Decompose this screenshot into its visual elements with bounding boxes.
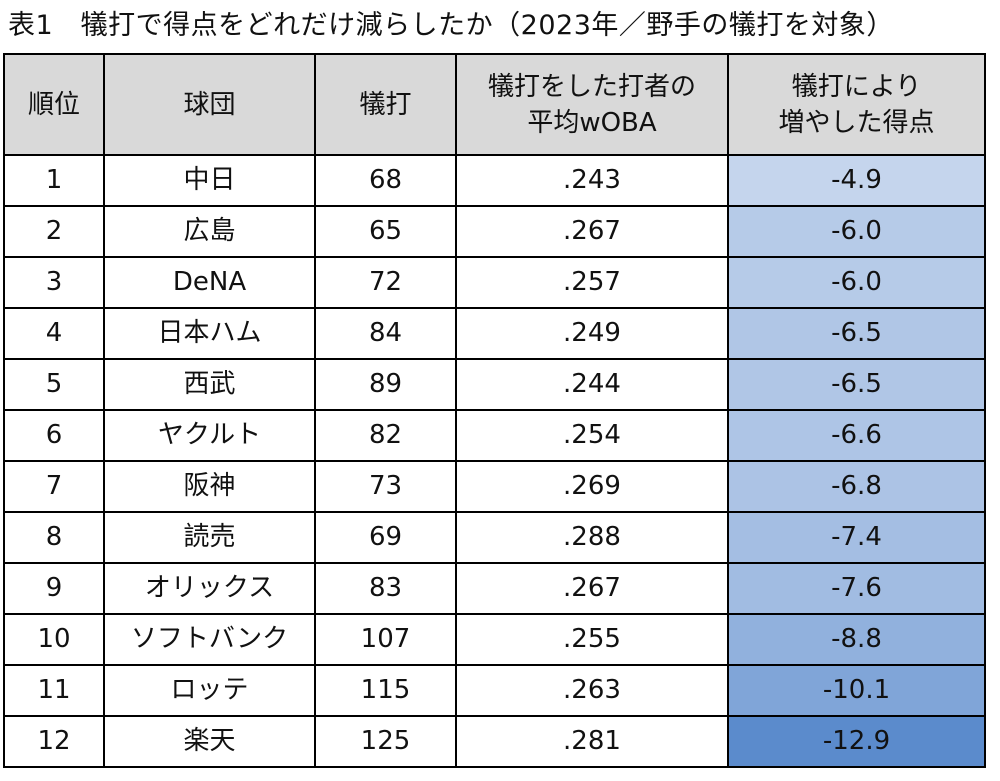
cell-sacrifice-bunts: 73 xyxy=(314,460,457,513)
cell-sacrifice-bunts: 125 xyxy=(314,715,457,768)
cell-team: 日本ハム xyxy=(103,307,316,360)
header-runs-added: 犠打により 増やした得点 xyxy=(727,53,986,156)
cell-runs-added: -6.5 xyxy=(727,358,986,411)
cell-team: オリックス xyxy=(103,562,316,615)
cell-runs-added: -6.8 xyxy=(727,460,986,513)
cell-sacrifice-bunts: 69 xyxy=(314,511,457,564)
cell-sacrifice-bunts: 65 xyxy=(314,205,457,258)
cell-sacrifice-bunts: 83 xyxy=(314,562,457,615)
cell-average-woba: .257 xyxy=(455,256,729,309)
cell-rank: 3 xyxy=(3,256,105,309)
cell-rank: 10 xyxy=(3,613,105,666)
table-row: 11 ロッテ 115 .263 -10.1 xyxy=(3,664,986,717)
table-row: 5 西武 89 .244 -6.5 xyxy=(3,358,986,411)
cell-runs-added: -6.5 xyxy=(727,307,986,360)
cell-team: ヤクルト xyxy=(103,409,316,462)
cell-team: ロッテ xyxy=(103,664,316,717)
table-row: 9 オリックス 83 .267 -7.6 xyxy=(3,562,986,615)
header-sacrifice-bunts: 犠打 xyxy=(314,53,457,156)
cell-team: 阪神 xyxy=(103,460,316,513)
cell-team: ソフトバンク xyxy=(103,613,316,666)
cell-team: 西武 xyxy=(103,358,316,411)
cell-average-woba: .244 xyxy=(455,358,729,411)
cell-sacrifice-bunts: 84 xyxy=(314,307,457,360)
header-row: 順位 球団 犠打 犠打をした打者の 平均wOBA 犠打により 増やした得点 xyxy=(3,53,986,156)
cell-team: 広島 xyxy=(103,205,316,258)
header-woba-line1: 犠打をした打者の xyxy=(487,71,696,102)
cell-average-woba: .243 xyxy=(455,154,729,207)
header-team: 球団 xyxy=(103,53,316,156)
header-woba-line2: 平均wOBA xyxy=(527,107,657,138)
cell-runs-added: -12.9 xyxy=(727,715,986,768)
cell-average-woba: .281 xyxy=(455,715,729,768)
cell-sacrifice-bunts: 115 xyxy=(314,664,457,717)
table-row: 3 DeNA 72 .257 -6.0 xyxy=(3,256,986,309)
cell-rank: 5 xyxy=(3,358,105,411)
cell-rank: 9 xyxy=(3,562,105,615)
cell-rank: 12 xyxy=(3,715,105,768)
cell-average-woba: .269 xyxy=(455,460,729,513)
table-row: 7 阪神 73 .269 -6.8 xyxy=(3,460,986,513)
table-row: 6 ヤクルト 82 .254 -6.6 xyxy=(3,409,986,462)
cell-rank: 2 xyxy=(3,205,105,258)
cell-sacrifice-bunts: 82 xyxy=(314,409,457,462)
cell-team: 中日 xyxy=(103,154,316,207)
cell-team: 楽天 xyxy=(103,715,316,768)
cell-rank: 1 xyxy=(3,154,105,207)
cell-average-woba: .267 xyxy=(455,205,729,258)
cell-rank: 4 xyxy=(3,307,105,360)
table-row: 1 中日 68 .243 -4.9 xyxy=(3,154,986,207)
cell-average-woba: .254 xyxy=(455,409,729,462)
cell-runs-added: -10.1 xyxy=(727,664,986,717)
cell-team: DeNA xyxy=(103,256,316,309)
header-runs-line2: 増やした得点 xyxy=(778,107,935,138)
cell-average-woba: .288 xyxy=(455,511,729,564)
table-body: 1 中日 68 .243 -4.9 2 広島 65 .267 -6.0 3 De… xyxy=(3,154,986,768)
cell-runs-added: -6.6 xyxy=(727,409,986,462)
cell-sacrifice-bunts: 107 xyxy=(314,613,457,666)
cell-sacrifice-bunts: 68 xyxy=(314,154,457,207)
cell-runs-added: -7.6 xyxy=(727,562,986,615)
cell-average-woba: .255 xyxy=(455,613,729,666)
table-title: 表1 犠打で得点をどれだけ減らしたか（2023年／野手の犠打を対象） xyxy=(8,10,894,41)
cell-runs-added: -4.9 xyxy=(727,154,986,207)
table-row: 10 ソフトバンク 107 .255 -8.8 xyxy=(3,613,986,666)
table-row: 8 読売 69 .288 -7.4 xyxy=(3,511,986,564)
cell-runs-added: -8.8 xyxy=(727,613,986,666)
cell-average-woba: .267 xyxy=(455,562,729,615)
cell-sacrifice-bunts: 89 xyxy=(314,358,457,411)
cell-rank: 8 xyxy=(3,511,105,564)
header-average-woba: 犠打をした打者の 平均wOBA xyxy=(455,53,729,156)
sacrifice-bunt-table: 順位 球団 犠打 犠打をした打者の 平均wOBA 犠打により 増やした得点 1 … xyxy=(3,53,986,768)
cell-rank: 6 xyxy=(3,409,105,462)
cell-team: 読売 xyxy=(103,511,316,564)
cell-runs-added: -7.4 xyxy=(727,511,986,564)
table-row: 4 日本ハム 84 .249 -6.5 xyxy=(3,307,986,360)
cell-sacrifice-bunts: 72 xyxy=(314,256,457,309)
cell-rank: 7 xyxy=(3,460,105,513)
table-row: 12 楽天 125 .281 -12.9 xyxy=(3,715,986,768)
cell-runs-added: -6.0 xyxy=(727,256,986,309)
cell-average-woba: .263 xyxy=(455,664,729,717)
header-rank: 順位 xyxy=(3,53,105,156)
cell-runs-added: -6.0 xyxy=(727,205,986,258)
cell-rank: 11 xyxy=(3,664,105,717)
table-row: 2 広島 65 .267 -6.0 xyxy=(3,205,986,258)
cell-average-woba: .249 xyxy=(455,307,729,360)
header-runs-line1: 犠打により xyxy=(791,71,922,102)
